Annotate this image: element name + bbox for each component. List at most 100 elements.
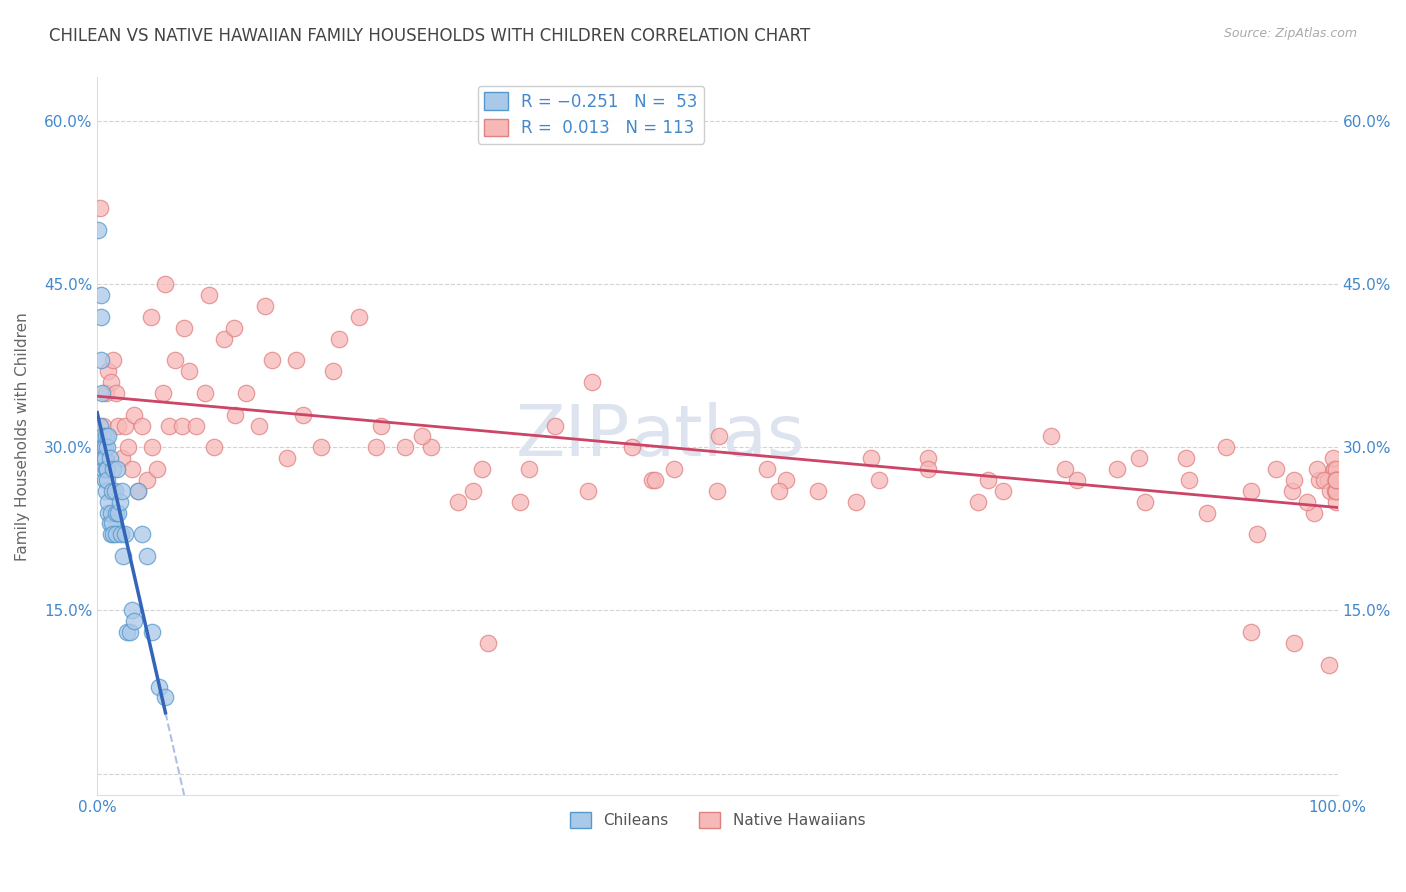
Point (756, 462, 779, 476)
Point (89, 418, 111, 433)
Point (194, 385, 217, 400)
Point (131, 527, 153, 541)
Point (309, 440, 332, 454)
Point (114, 527, 136, 541)
Point (1197, 506, 1219, 520)
Point (1178, 473, 1201, 487)
Point (1303, 506, 1326, 520)
Point (131, 418, 153, 433)
Point (1240, 483, 1263, 498)
Point (101, 483, 124, 498)
Point (155, 690, 177, 705)
Point (845, 494, 868, 508)
Point (111, 483, 134, 498)
Point (967, 494, 990, 508)
Point (152, 385, 174, 400)
Point (706, 483, 728, 498)
Point (115, 625, 138, 640)
Point (1317, 657, 1340, 672)
Point (104, 483, 127, 498)
Point (328, 332, 350, 346)
Point (471, 462, 494, 476)
Point (121, 462, 143, 476)
Point (1240, 625, 1263, 640)
Point (768, 483, 790, 498)
Point (111, 451, 134, 466)
Point (98, 451, 121, 466)
Point (108, 494, 131, 508)
Text: Source: ZipAtlas.com: Source: ZipAtlas.com (1223, 27, 1357, 40)
Point (322, 364, 344, 378)
Point (100, 506, 122, 520)
Point (860, 451, 883, 466)
Point (917, 451, 939, 466)
Point (1175, 451, 1198, 466)
Point (93, 451, 115, 466)
Point (107, 418, 129, 433)
Point (1313, 473, 1336, 487)
Text: CHILEAN VS NATIVE HAWAIIAN FAMILY HOUSEHOLDS WITH CHILDREN CORRELATION CHART: CHILEAN VS NATIVE HAWAIIAN FAMILY HOUSEH… (49, 27, 810, 45)
Point (112, 549, 135, 563)
Point (581, 375, 603, 389)
Point (103, 527, 125, 541)
Point (117, 440, 139, 454)
Point (1324, 483, 1347, 498)
Point (90, 288, 112, 302)
Point (124, 615, 146, 629)
Point (135, 473, 157, 487)
Point (1323, 462, 1346, 476)
Point (1324, 473, 1347, 487)
Point (121, 603, 143, 617)
Point (578, 483, 600, 498)
Point (104, 385, 127, 400)
Point (447, 494, 470, 508)
Point (1284, 473, 1306, 487)
Point (93, 418, 115, 433)
Point (94, 483, 117, 498)
Point (177, 364, 200, 378)
Point (101, 516, 124, 531)
Point (977, 473, 1000, 487)
Text: ZIP: ZIP (516, 402, 631, 471)
Point (284, 353, 307, 368)
Point (103, 462, 125, 476)
Point (97, 364, 120, 378)
Point (141, 440, 163, 454)
Point (620, 440, 643, 454)
Point (1322, 451, 1344, 466)
Point (262, 353, 284, 368)
Point (1135, 494, 1157, 508)
Point (104, 506, 127, 520)
Point (868, 473, 890, 487)
Point (394, 440, 416, 454)
Point (544, 418, 567, 433)
Point (118, 625, 141, 640)
Point (1324, 473, 1347, 487)
Point (87, 223, 110, 237)
Point (1053, 462, 1076, 476)
Point (1066, 473, 1088, 487)
Point (366, 440, 388, 454)
Point (202, 440, 225, 454)
Point (247, 418, 270, 433)
Point (1305, 462, 1327, 476)
Point (139, 310, 162, 324)
Point (644, 473, 666, 487)
Point (1128, 451, 1150, 466)
Point (1324, 473, 1347, 487)
Point (370, 418, 392, 433)
Point (146, 462, 169, 476)
Point (253, 299, 276, 313)
Point (411, 429, 433, 443)
Point (93, 462, 115, 476)
Point (276, 451, 298, 466)
Point (127, 483, 149, 498)
Point (212, 332, 235, 346)
Point (461, 483, 484, 498)
Point (141, 625, 163, 640)
Point (91, 385, 114, 400)
Point (94, 429, 117, 443)
Point (103, 353, 125, 368)
Point (89, 440, 111, 454)
Point (170, 418, 193, 433)
